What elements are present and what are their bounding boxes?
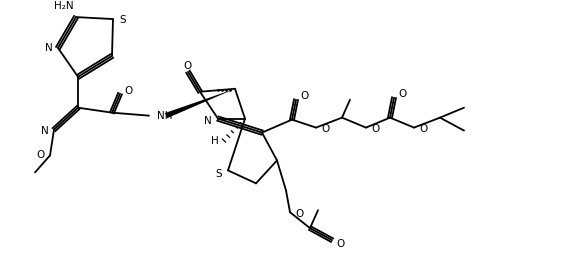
Text: H: H (211, 135, 219, 145)
Text: S: S (215, 170, 222, 179)
Text: S: S (119, 15, 126, 25)
Text: N: N (46, 43, 53, 53)
Text: O: O (398, 89, 406, 99)
Text: O: O (124, 86, 132, 96)
Text: O: O (295, 209, 303, 219)
Text: O: O (419, 124, 427, 134)
Text: NH: NH (157, 111, 172, 121)
Text: N: N (41, 125, 49, 135)
Text: O: O (300, 91, 308, 101)
Text: O: O (371, 124, 379, 134)
Text: O: O (37, 150, 45, 160)
Polygon shape (165, 89, 235, 118)
Text: O: O (336, 239, 344, 249)
Text: O: O (183, 61, 191, 71)
Text: N: N (204, 116, 212, 125)
Text: H₂N: H₂N (54, 1, 74, 11)
Text: O: O (321, 124, 329, 134)
